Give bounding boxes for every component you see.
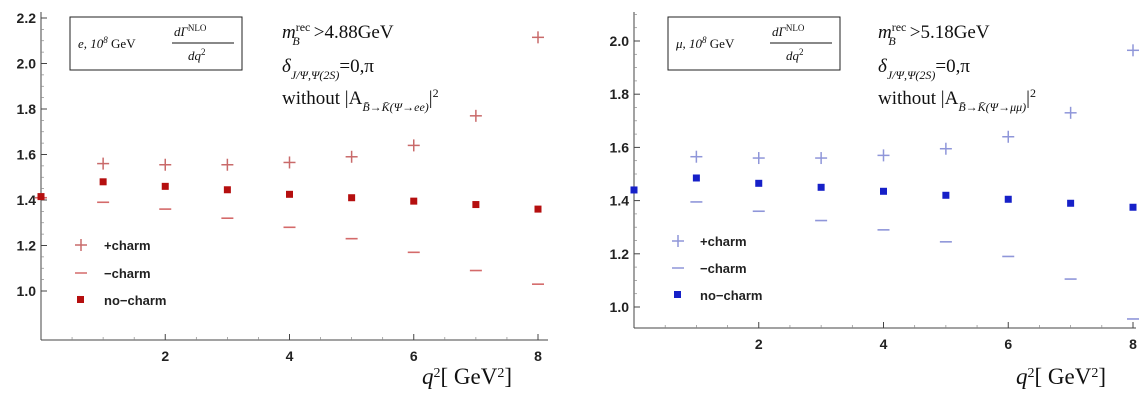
annotation-mass-cut: mrec B >4.88GeV: [282, 20, 394, 48]
left-panel: 1.0 1.2 1.4 1.6 1.8 2.0 2.2 2 4 6 8 e, 108 GeV dΓ…: [17, 10, 548, 389]
data-point-plus-charm: [815, 152, 828, 165]
legend-marker-square: [77, 296, 84, 303]
x-ticks: 2 4 6 8: [71, 334, 542, 364]
data-point-plus-charm: [690, 150, 703, 163]
legend-item-minus-charm: −charm: [75, 266, 151, 281]
formula-box-denominator: dq2: [188, 47, 206, 63]
data-point-no-charm: [1004, 195, 1012, 203]
data-point-plus-charm: [1002, 130, 1015, 143]
y-tick-label: 2.2: [17, 10, 37, 26]
data-point-no-charm: [630, 186, 638, 194]
annotation-phase: δJ/Ψ,Ψ(2S)=0,π: [878, 56, 970, 82]
legend-label: −charm: [104, 266, 151, 281]
x-tick-label: 6: [410, 348, 418, 364]
data-point-plus-charm: [877, 149, 890, 162]
data-point-plus-charm: [1064, 106, 1077, 119]
annotation-without: without |AB̄→K̄(Ψ→μμ)|2: [878, 86, 1036, 114]
y-tick-label: 1.2: [610, 246, 630, 262]
y-tick-label: 1.8: [17, 101, 37, 117]
y-tick-label: 1.2: [17, 238, 37, 254]
x-tick-label: 8: [1129, 336, 1137, 352]
data-point-plus-charm: [752, 152, 765, 165]
formula-box-frame: [69, 16, 243, 71]
x-tick-label: 2: [755, 336, 763, 352]
data-point-plus-charm: [407, 139, 420, 152]
data-point-no-charm: [37, 193, 45, 201]
x-tick-label: 4: [286, 348, 294, 364]
data-point-no-charm: [1067, 199, 1075, 207]
y-tick-label: 1.4: [610, 193, 630, 209]
formula-box-prefix: μ, 108 GeV: [675, 35, 735, 51]
legend-label: no−charm: [700, 288, 763, 303]
y-ticks: 1.0 1.2 1.4 1.6 1.8 2.0: [610, 14, 640, 315]
data-marks: [35, 31, 544, 285]
data-point-plus-charm: [1127, 44, 1139, 57]
data-point-no-charm: [692, 174, 700, 182]
data-point-no-charm: [755, 179, 763, 187]
data-point-no-charm: [817, 183, 825, 191]
y-tick-label: 1.6: [17, 147, 37, 163]
legend-item-plus-charm: +charm: [672, 234, 747, 249]
x-tick-label: 2: [161, 348, 169, 364]
data-point-no-charm: [223, 186, 231, 194]
legend-item-no-charm: no−charm: [674, 288, 763, 303]
data-point-no-charm: [880, 187, 887, 195]
formula-box: e, 108 GeV dΓNLO dq2: [69, 16, 243, 71]
data-point-plus-charm: [283, 156, 296, 169]
y-tick-label: 1.6: [610, 139, 630, 155]
y-tick-label: 2.0: [17, 56, 37, 72]
formula-box-prefix: e, 108 GeV: [78, 35, 136, 51]
y-tick-label: 1.4: [17, 192, 37, 208]
y-tick-label: 1.8: [610, 86, 630, 102]
legend-item-no-charm: no−charm: [77, 293, 167, 308]
data-point-no-charm: [1129, 203, 1137, 211]
x-tick-label: 4: [880, 336, 888, 352]
legend-label: +charm: [104, 238, 151, 253]
data-point-no-charm: [99, 178, 107, 186]
annotation-phase: δJ/Ψ,Ψ(2S)=0,π: [282, 56, 374, 82]
y-tick-label: 1.0: [610, 299, 630, 315]
legend-label: −charm: [700, 261, 747, 276]
legend: +charm −charm no−charm: [672, 234, 763, 303]
legend-label: +charm: [700, 234, 747, 249]
data-point-plus-charm: [97, 157, 110, 170]
data-point-plus-charm: [345, 150, 358, 163]
data-point-plus-charm: [532, 31, 544, 44]
x-axis-label: q2[ GeV2]: [1016, 364, 1106, 389]
legend: +charm −charm no−charm: [75, 238, 167, 308]
data-point-no-charm: [286, 190, 293, 198]
annotation-mass-cut: mrec B >5.18GeV: [878, 20, 990, 48]
x-tick-label: 6: [1004, 336, 1012, 352]
formula-box-numerator: dΓNLO: [174, 23, 207, 39]
data-point-no-charm: [410, 197, 418, 205]
data-point-no-charm: [161, 182, 169, 190]
legend-item-plus-charm: +charm: [75, 238, 151, 253]
x-ticks: 2 4 6 8: [664, 322, 1137, 352]
formula-box-denominator: dq2: [786, 47, 804, 63]
legend-marker-square: [674, 291, 681, 298]
legend-item-minus-charm: −charm: [672, 261, 747, 276]
y-tick-label: 2.0: [610, 33, 630, 49]
x-tick-label: 8: [534, 348, 542, 364]
formula-box-numerator: dΓNLO: [772, 23, 805, 39]
formula-box: μ, 108 GeV dΓNLO dq2: [667, 16, 841, 71]
data-marks: [630, 44, 1139, 320]
data-point-plus-charm: [469, 109, 482, 122]
data-point-plus-charm: [939, 142, 952, 155]
data-point-no-charm: [942, 191, 950, 199]
data-point-plus-charm: [221, 158, 234, 171]
right-panel: 1.0 1.2 1.4 1.6 1.8 2.0 2 4 6 8 μ, 108 GeV dΓNLO…: [610, 12, 1139, 389]
y-ticks: 1.0 1.2 1.4 1.6 1.8 2.0 2.2: [17, 10, 47, 299]
y-tick-label: 1.0: [17, 283, 37, 299]
annotation-without: without |AB̄→K̄(Ψ→ee)|2: [282, 86, 439, 114]
data-point-no-charm: [534, 205, 542, 213]
x-axis-label: q2[ GeV2]: [422, 364, 512, 389]
data-point-no-charm: [472, 201, 480, 209]
data-point-no-charm: [348, 194, 356, 202]
data-point-plus-charm: [159, 158, 172, 171]
legend-label: no−charm: [104, 293, 167, 308]
